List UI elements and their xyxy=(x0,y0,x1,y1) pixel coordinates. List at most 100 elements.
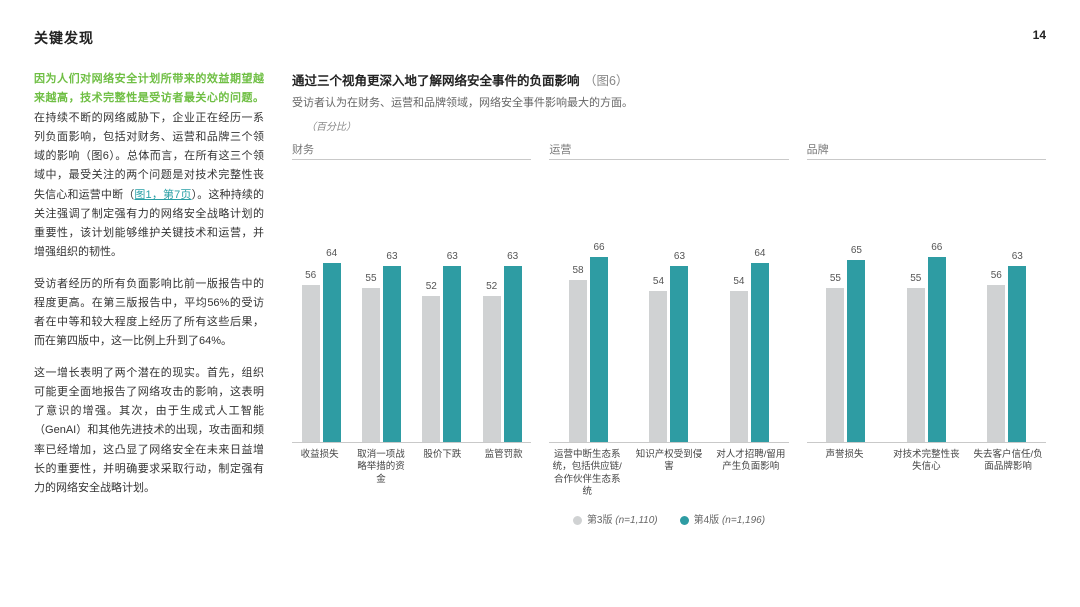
page-header: 关键发现 14 xyxy=(34,28,1046,48)
bar-value-label: 54 xyxy=(653,276,664,287)
bar-group: 5664 xyxy=(294,162,348,442)
legend-item-v4: 第4版 (n=1,196) xyxy=(680,511,765,526)
category-label: 监管罚款 xyxy=(476,449,531,491)
bar-group: 5565 xyxy=(809,162,883,442)
panel-header: 财务 xyxy=(292,141,531,160)
bar-value-label: 56 xyxy=(305,270,316,281)
bar-pair: 5263 xyxy=(415,162,469,442)
bar-v3: 58 xyxy=(569,280,587,442)
category-label: 股价下跌 xyxy=(415,449,470,491)
bar-value-label: 52 xyxy=(486,281,497,292)
bars-row: 5664556352635263 xyxy=(292,162,531,442)
bar-pair: 5663 xyxy=(970,162,1044,442)
bar-value-label: 55 xyxy=(830,273,841,284)
chart-unit: （百分比） xyxy=(306,118,1046,133)
category-label: 声誉损失 xyxy=(807,449,883,491)
chart-title: 通过三个视角更深入地了解网络安全事件的负面影响 xyxy=(292,74,580,88)
category-label: 失去客户信任/负面品牌影响 xyxy=(970,449,1046,491)
chart-panel: 运营586654635464运营中断生态系统，包括供应链/合作伙伴生态系统知识产… xyxy=(549,141,788,501)
bar-value-label: 63 xyxy=(507,251,518,262)
report-page: 关键发现 14 因为人们对网络安全计划所带来的效益期望越来越高，技术完整性是受访… xyxy=(0,0,1080,607)
bar-pair: 5263 xyxy=(475,162,529,442)
bar-value-label: 63 xyxy=(674,251,685,262)
bar-value-label: 54 xyxy=(733,276,744,287)
left-column: 因为人们对网络安全计划所带来的效益期望越来越高，技术完整性是受访者最关心的问题。… xyxy=(34,70,264,526)
bar-v4: 66 xyxy=(928,257,946,442)
paragraph-3: 这一增长表明了两个潜在的现实。首先，组织可能更全面地报告了网络攻击的影响，这表明… xyxy=(34,364,264,499)
bar-pair: 5464 xyxy=(712,162,786,442)
bar-group: 5464 xyxy=(712,162,786,442)
bar-v4: 63 xyxy=(443,266,461,442)
bar-value-label: 52 xyxy=(426,281,437,292)
bar-value-label: 65 xyxy=(851,245,862,256)
bar-v4: 63 xyxy=(1008,266,1026,442)
chart-legend: 第3版 (n=1,110) 第4版 (n=1,196) xyxy=(292,511,1046,526)
bar-value-label: 55 xyxy=(365,273,376,284)
category-labels-row: 运营中断生态系统，包括供应链/合作伙伴生态系统知识产权受到侵害对人才招聘/留用产… xyxy=(549,443,788,498)
legend-v4-label: 第4版 xyxy=(694,515,720,526)
figure1-link[interactable]: 图1，第7页 xyxy=(134,189,191,201)
page-title: 关键发现 xyxy=(34,28,94,48)
category-labels-row: 收益损失取消一项战略举措的资金股价下跌监管罚款 xyxy=(292,443,531,491)
bar-pair: 5566 xyxy=(889,162,963,442)
bar-value-label: 58 xyxy=(572,265,583,276)
bar-v3: 54 xyxy=(649,291,667,442)
bar-value-label: 55 xyxy=(910,273,921,284)
bar-v4: 63 xyxy=(504,266,522,442)
paragraph-2: 受访者经历的所有负面影响比前一版报告中的程度更高。在第三版报告中，平均56%的受… xyxy=(34,275,264,352)
legend-v3-label: 第3版 xyxy=(587,515,613,526)
bar-group: 5263 xyxy=(475,162,529,442)
chart-area: 财务5664556352635263收益损失取消一项战略举措的资金股价下跌监管罚… xyxy=(292,141,1046,501)
category-labels-row: 声誉损失对技术完整性丧失信心失去客户信任/负面品牌影响 xyxy=(807,443,1046,491)
bar-v3: 55 xyxy=(826,288,844,442)
page-body: 因为人们对网络安全计划所带来的效益期望越来越高，技术完整性是受访者最关心的问题。… xyxy=(34,70,1046,526)
legend-v3-n: (n=1,110) xyxy=(615,515,657,526)
page-number: 14 xyxy=(1033,28,1046,42)
bar-group: 5463 xyxy=(632,162,706,442)
panel-baseline: 556555665663 xyxy=(807,162,1046,443)
bar-group: 5663 xyxy=(970,162,1044,442)
bar-v3: 55 xyxy=(907,288,925,442)
bar-v4: 64 xyxy=(323,263,341,442)
bar-value-label: 63 xyxy=(1012,251,1023,262)
chart-title-row: 通过三个视角更深入地了解网络安全事件的负面影响 （图6） xyxy=(292,70,1046,90)
bar-group: 5263 xyxy=(415,162,469,442)
bar-pair: 5565 xyxy=(809,162,883,442)
bar-v4: 65 xyxy=(847,260,865,442)
bar-value-label: 63 xyxy=(386,251,397,262)
panel-header: 品牌 xyxy=(807,141,1046,160)
bar-v3: 52 xyxy=(422,296,440,442)
bar-pair: 5664 xyxy=(294,162,348,442)
category-label: 知识产权受到侵害 xyxy=(631,449,707,498)
panel-baseline: 586654635464 xyxy=(549,162,788,443)
bar-value-label: 66 xyxy=(931,242,942,253)
legend-swatch-v3 xyxy=(573,516,582,525)
bar-group: 5866 xyxy=(551,162,625,442)
bar-v3: 52 xyxy=(483,296,501,442)
bar-v3: 55 xyxy=(362,288,380,442)
category-label: 收益损失 xyxy=(292,449,347,491)
chart-panel: 财务5664556352635263收益损失取消一项战略举措的资金股价下跌监管罚… xyxy=(292,141,531,501)
bar-v3: 56 xyxy=(302,285,320,442)
chart-subtitle: 受访者认为在财务、运营和品牌领域，网络安全事件影响最大的方面。 xyxy=(292,94,1046,110)
bars-row: 586654635464 xyxy=(549,162,788,442)
legend-swatch-v4 xyxy=(680,516,689,525)
bar-value-label: 66 xyxy=(593,242,604,253)
chart-panel: 品牌556555665663声誉损失对技术完整性丧失信心失去客户信任/负面品牌影… xyxy=(807,141,1046,501)
legend-v4-n: (n=1,196) xyxy=(722,515,765,526)
bar-v3: 54 xyxy=(730,291,748,442)
bar-v4: 63 xyxy=(383,266,401,442)
chart-figure-ref: （图6） xyxy=(584,74,628,88)
bar-pair: 5563 xyxy=(354,162,408,442)
bar-v4: 63 xyxy=(670,266,688,442)
bar-value-label: 64 xyxy=(326,248,337,259)
panel-header: 运营 xyxy=(549,141,788,160)
lead-sentence: 因为人们对网络安全计划所带来的效益期望越来越高，技术完整性是受访者最关心的问题。 xyxy=(34,73,264,104)
bar-v4: 64 xyxy=(751,263,769,442)
bar-v4: 66 xyxy=(590,257,608,442)
bar-pair: 5866 xyxy=(551,162,625,442)
bar-v3: 56 xyxy=(987,285,1005,442)
category-label: 运营中断生态系统，包括供应链/合作伙伴生态系统 xyxy=(549,449,625,498)
right-column: 通过三个视角更深入地了解网络安全事件的负面影响 （图6） 受访者认为在财务、运营… xyxy=(292,70,1046,526)
category-label: 对人才招聘/留用产生负面影响 xyxy=(713,449,789,498)
